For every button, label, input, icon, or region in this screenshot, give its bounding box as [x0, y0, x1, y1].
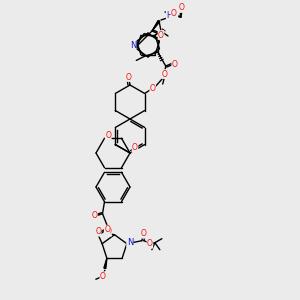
Text: O: O	[95, 227, 101, 236]
Text: N: N	[130, 40, 136, 50]
Text: N: N	[127, 238, 133, 247]
Text: O: O	[141, 229, 147, 238]
Text: O: O	[158, 31, 164, 40]
Text: O: O	[150, 84, 156, 93]
Text: O: O	[106, 227, 111, 236]
Text: O: O	[104, 225, 110, 234]
Text: HN: HN	[166, 11, 178, 20]
Polygon shape	[104, 258, 107, 268]
Text: O: O	[100, 272, 106, 281]
Text: O: O	[92, 211, 98, 220]
Text: O: O	[105, 131, 111, 140]
Text: O: O	[172, 60, 178, 69]
Text: O: O	[132, 143, 138, 152]
Text: O: O	[179, 4, 185, 13]
Text: O: O	[171, 10, 177, 19]
Polygon shape	[152, 20, 160, 31]
Text: O: O	[126, 73, 132, 82]
Text: O: O	[162, 70, 168, 79]
Text: O: O	[147, 239, 153, 248]
